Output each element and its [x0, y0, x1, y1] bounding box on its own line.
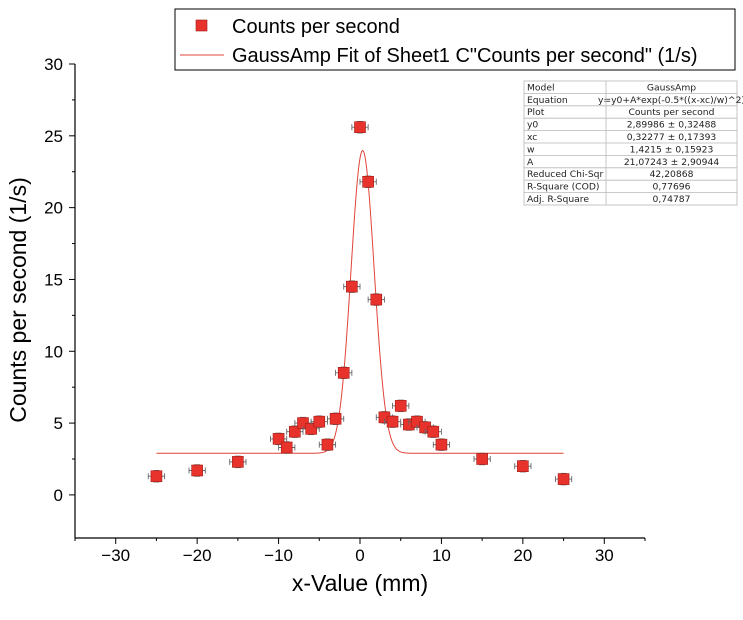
data-marker [362, 175, 374, 188]
stats-key: w [527, 144, 535, 155]
y-tick-label: 20 [44, 199, 63, 218]
stats-key: Model [527, 82, 555, 93]
stats-key: R-Square (COD) [527, 182, 599, 193]
data-point [188, 464, 206, 477]
y-tick-label: 25 [44, 127, 63, 146]
y-axis-title: Counts per second (1/s) [5, 177, 31, 422]
data-point [302, 422, 320, 436]
data-marker [313, 415, 326, 428]
data-point [318, 438, 337, 451]
y-tick-label: 15 [44, 270, 63, 289]
legend: Counts per second GaussAmp Fit of Sheet1… [174, 8, 736, 71]
legend-label-fit: GaussAmp Fit of Sheet1 C"Counts per seco… [232, 45, 698, 67]
data-point [432, 438, 451, 451]
stats-value: 0,77696 [653, 182, 691, 193]
data-marker [280, 441, 293, 454]
data-point [147, 470, 166, 483]
data-marker [370, 293, 383, 306]
stats-key: Equation [527, 95, 568, 106]
x-tick-label: 30 [595, 546, 614, 565]
legend-label-counts: Counts per second [232, 16, 400, 38]
data-marker [321, 438, 334, 451]
stats-value: 21,07243 ± 2,90944 [624, 157, 720, 168]
data-point [335, 366, 353, 380]
x-tick-label: 20 [513, 546, 532, 565]
x-tick-label: −20 [183, 546, 212, 565]
data-point [286, 425, 304, 438]
data-marker [337, 367, 350, 379]
data-marker [557, 473, 570, 485]
data-marker [272, 433, 285, 445]
data-marker [354, 121, 366, 133]
x-tick-label: −30 [101, 546, 130, 565]
data-marker [329, 412, 342, 425]
data-marker [346, 280, 358, 293]
data-marker [386, 415, 399, 428]
data-marker [517, 460, 529, 472]
data-points [147, 121, 573, 486]
x-tick-label: −10 [264, 546, 293, 565]
y-tick-label: 0 [54, 486, 63, 505]
data-point [367, 293, 385, 306]
x-tick-label: 0 [355, 546, 364, 565]
data-marker [427, 425, 440, 438]
stats-key: A [527, 157, 534, 168]
y-tick-label: 30 [44, 55, 63, 74]
stats-value: y=y0+A*exp(-0.5*((x-xc)/w)^2) [598, 95, 743, 106]
data-point [424, 425, 442, 438]
x-ticks: −30 −20 −10 0 10 20 30 [74, 538, 646, 565]
data-marker [150, 470, 163, 483]
data-marker [191, 464, 203, 477]
y-ticks: 0 5 10 15 20 25 30 [44, 55, 75, 505]
x-tick-label: 10 [432, 546, 451, 565]
fit-stats-table: Model GaussAmp Equation y=y0+A*exp(-0.5*((x… [523, 80, 743, 206]
stats-value: GaussAmp [647, 82, 696, 93]
data-point [326, 412, 345, 425]
y-tick-label: 5 [54, 414, 63, 433]
stats-key: y0 [527, 120, 538, 131]
stats-value: 0,32277 ± 0,17393 [627, 132, 717, 143]
data-point [351, 121, 369, 134]
x-axis-title: x-Value (mm) [292, 570, 428, 596]
data-point [359, 175, 377, 188]
data-point [383, 415, 402, 428]
data-point [310, 415, 328, 428]
stats-value: 2,89986 ± 0,32488 [627, 120, 717, 131]
stats-value: 0,74787 [653, 194, 691, 205]
axes: 0 5 10 15 20 25 30 −30 −20 −10 0 10 20 30 [44, 55, 646, 565]
stats-key: Reduced Chi-Sqr [527, 169, 604, 180]
data-marker [435, 438, 448, 451]
data-marker [289, 425, 301, 438]
stats-value: 42,20868 [650, 169, 694, 180]
y-tick-label: 10 [44, 342, 63, 361]
data-point [229, 455, 247, 469]
legend-marker-counts [195, 19, 208, 32]
stats-key: xc [527, 132, 537, 143]
legend-box [174, 8, 736, 71]
data-point [269, 432, 288, 446]
data-point [514, 459, 532, 473]
data-point [554, 472, 573, 486]
data-marker [232, 456, 244, 468]
data-point [473, 452, 491, 466]
fit-curve [156, 150, 564, 454]
stats-key: Plot [527, 107, 545, 118]
data-marker [476, 453, 488, 465]
stats-value: 1,4215 ± 0,15923 [630, 144, 714, 155]
data-marker [394, 400, 407, 412]
stats-key: Adj. R-Square [527, 194, 589, 205]
data-point [343, 280, 361, 293]
stats-value: Counts per second [629, 107, 715, 118]
data-point [278, 441, 296, 454]
data-point [392, 399, 410, 413]
